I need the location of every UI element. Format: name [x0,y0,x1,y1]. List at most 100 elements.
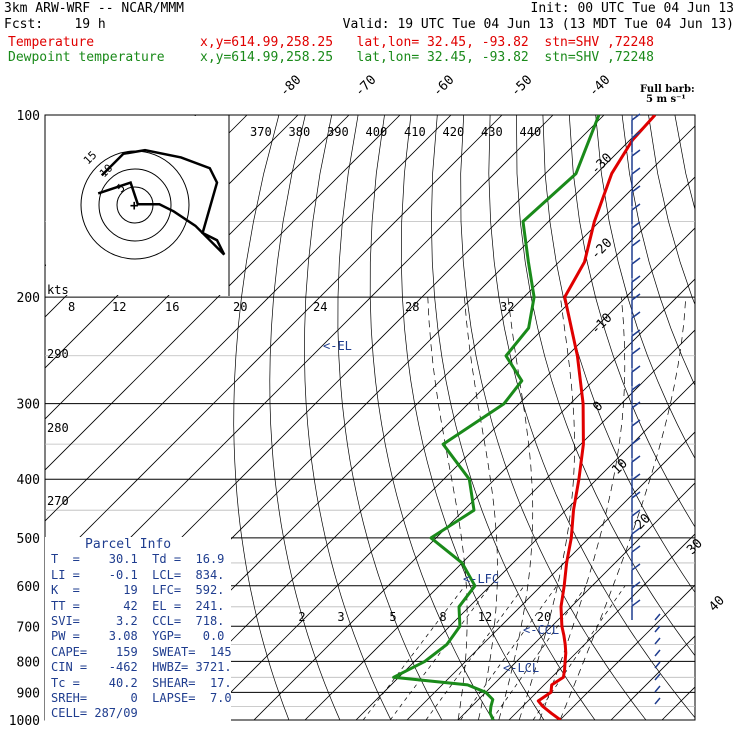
theta-e-label: 270 [47,494,69,508]
barb-legend-line1: Full barb: [640,84,695,95]
isotherm-line [661,686,695,720]
wind-barb [631,365,641,386]
wind-barb [631,113,641,134]
pressure-tick-label: 1000 [9,714,40,729]
wind-barb [631,257,641,278]
dewpoint-legend-label: Dewpoint temperature [8,50,165,65]
hodograph-trace [97,148,226,256]
theta-e-label: 280 [47,421,69,435]
theta-label: 410 [404,125,426,139]
moist-adiabat-line [539,297,626,720]
hodograph-center-mark: + [130,198,138,214]
level-annotation: <-LCL [503,661,539,675]
dry-adiabat-line [674,115,695,211]
theta-label: 400 [366,125,388,139]
wind-barb [631,401,641,422]
isotherm-line [304,329,695,720]
dry-adiabat-line [369,115,494,720]
isotherm-label: 30 [684,536,706,558]
moist-adiabat-line [498,297,534,720]
pressure-tick-label: 200 [17,291,40,306]
wind-barb [631,473,641,494]
isotherm-label: -20 [588,236,615,263]
isotherm-label: -10 [588,311,615,338]
wind-barb [631,329,641,350]
temperature-legend-label: Temperature [8,35,95,50]
parcel-row: T = 30.1 Td = 16.9 [51,552,225,567]
temperature-trace [536,115,657,720]
dry-adiabat-line [621,115,695,387]
mixing-ratio-line [389,585,491,720]
dewpoint-trace [392,115,601,720]
wind-barb [631,563,641,584]
parcel-row: SREH= 0 LAPSE= 7.0 [51,691,232,706]
dry-adiabat-line [516,115,695,657]
parcel-row: CIN = -462 HWBZ= 3721. [51,660,232,675]
isotherm-line [508,533,695,720]
parcel-row: CELL= 287/09 [51,706,138,721]
isotherm-line [406,431,695,720]
wind-barb [631,509,641,530]
pressure-tick-label: 400 [17,473,40,488]
isotherm-label: -60 [430,73,457,100]
parcel-row: CAPE= 159 SWEAT= 145 [51,644,232,659]
pressure-tick-label: 600 [17,580,40,595]
isotherm-line [713,115,740,720]
isotherm-label: -80 [277,73,304,100]
wind-barb [654,637,661,645]
wind-barb [631,167,641,188]
parcel-row: LI = -0.1 LCL= 834. [51,567,225,582]
isotherm-line [559,584,695,720]
isotherm-label: 10 [609,456,631,478]
wind-barb [631,347,641,368]
moist-adiabat-line [518,297,575,720]
temperature-legend-info: x,y=614.99,258.25 lat,lon= 32.45, -93.82… [200,35,654,50]
wind-barb [631,275,641,296]
pressure-tick-label: 500 [17,532,40,547]
theta-label: 370 [250,125,272,139]
kts-value-label: 16 [165,300,179,314]
wind-barb [631,185,641,206]
grid-lines [45,115,740,733]
wind-barb [631,293,641,314]
wind-barb [631,437,641,458]
isotherm-line [355,380,695,720]
isotherm-line [45,115,401,471]
wind-barb [631,149,641,170]
dry-adiabat-line [568,115,695,528]
header-line1-left: 3km ARW-WRF -- NCAR/MMM [4,1,185,16]
wind-barb [654,685,661,693]
wind-barb [631,455,641,476]
dewpoint-legend-info: x,y=614.99,258.25 lat,lon= 32.45, -93.82… [200,50,654,65]
barb-legend-line2: 5 m s⁻¹ [646,94,686,105]
pressure-tick-label: 800 [17,655,40,670]
level-annotation: <-EL [323,339,352,353]
wind-barb [631,131,641,152]
moist-adiabat-line [427,297,468,720]
hodograph-ring [98,168,172,242]
moist-adiabat-line [464,297,498,720]
header-line1-right: Init: 00 UTC Tue 04 Jun 13 [530,1,735,16]
wind-barb [631,527,641,548]
mixing-ratio-line [425,585,525,720]
wind-barb-column [631,113,661,705]
wind-barb [631,599,641,620]
moist-adiabat-line [559,297,687,720]
dry-adiabat-line [269,115,341,720]
dry-adiabat-line [233,115,290,720]
pressure-tick-label: 300 [17,398,40,413]
dry-adiabat-line [701,115,740,733]
header-line2-right: Valid: 19 UTC Tue 04 Jun 13 (13 MDT Tue … [342,17,734,32]
parcel-row: SVI= 3.2 CCL= 718. [51,614,225,629]
pressure-tick-label: 900 [17,686,40,701]
isotherm-line [202,227,695,720]
dry-adiabat-line [595,115,695,460]
dry-adiabat-line [400,115,545,720]
wind-barb [654,661,661,669]
wind-barb [631,239,641,260]
mixing-ratio-label: 20 [537,610,551,624]
kts-value-label: 24 [313,300,327,314]
